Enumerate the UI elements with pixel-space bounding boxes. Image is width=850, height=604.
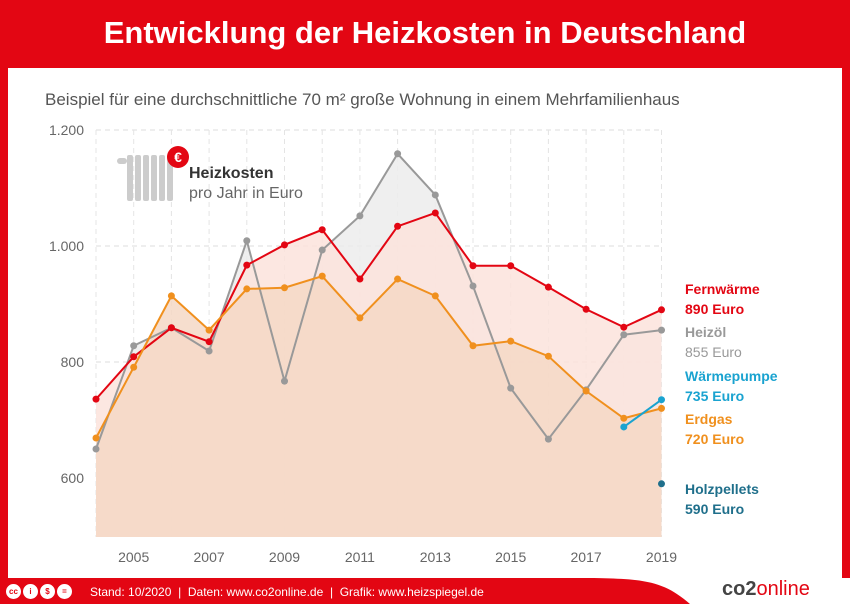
point-Erdgas (620, 414, 628, 422)
point-Heizöl (507, 384, 515, 392)
point-Erdgas (469, 342, 477, 350)
point-Fernwärme (431, 209, 439, 217)
point-Erdgas (281, 284, 288, 292)
point-Heizöl (394, 150, 402, 158)
x-tick-label: 2011 (345, 549, 375, 565)
point-Fernwärme (658, 306, 665, 314)
point-Heizöl (318, 246, 326, 254)
y-tick-label: 800 (61, 354, 85, 370)
label-heizoel: Heizöl 855 Euro (685, 324, 742, 360)
y-tick-label: 1.000 (49, 238, 84, 254)
point-Heizöl (469, 282, 477, 290)
by-icon: i (23, 584, 38, 599)
point-Erdgas (507, 337, 515, 345)
point-Erdgas (130, 363, 138, 371)
label-erdgas: Erdgas 720 Euro (685, 411, 745, 447)
line-Wärmepumpe (623, 398, 663, 428)
y-tick-label: 1.200 (49, 122, 84, 138)
point-Erdgas (658, 404, 665, 412)
line-Fernwärme (95, 211, 662, 400)
page-title: Entwicklung der Heizkosten in Deutschlan… (103, 15, 747, 50)
point-Wärmepumpe (658, 396, 665, 404)
license-icons: cc i $ = (6, 584, 72, 599)
point-Fernwärme (281, 241, 288, 249)
nc-icon: $ (40, 584, 55, 599)
point-Erdgas (394, 275, 402, 283)
x-tick-label: 2007 (194, 549, 225, 565)
point-Fernwärme (130, 353, 138, 361)
line-Heizöl (95, 152, 662, 450)
point-Heizöl (205, 347, 213, 355)
legend-subtitle: pro Jahr in Euro (189, 185, 303, 202)
y-tick-label: 600 (61, 470, 85, 486)
point-Heizöl (620, 331, 628, 339)
point-Fernwärme (469, 262, 477, 270)
point-Erdgas (318, 272, 326, 280)
point-Erdgas (356, 314, 364, 322)
brand-logo: co2online (722, 578, 810, 600)
point-Heizöl (92, 445, 100, 453)
x-tick-label: 2013 (420, 549, 451, 565)
chart-subtitle: Beispiel für eine durchschnittliche 70 m… (45, 90, 680, 109)
point-Heizöl (356, 212, 364, 220)
point-Erdgas (167, 292, 175, 300)
point-Fernwärme (318, 226, 326, 234)
point-Fernwärme (356, 275, 364, 283)
label-holzpellets: Holzpellets 590 Euro (685, 481, 759, 517)
legend-title: Heizkosten (189, 165, 274, 182)
point-Erdgas (92, 434, 100, 442)
cc-icon: cc (6, 584, 21, 599)
point-Fernwärme (394, 222, 402, 230)
x-tick-label: 2015 (495, 549, 526, 565)
x-tick-label: 2005 (118, 549, 149, 565)
point-Fernwärme (243, 261, 251, 269)
point-Fernwärme (544, 283, 552, 291)
footer-text: Stand: 10/2020 | Daten: www.co2online.de… (90, 585, 484, 599)
point-Holzpellets (658, 480, 665, 488)
point-Heizöl (431, 191, 439, 199)
point-Fernwärme (620, 323, 628, 331)
point-Fernwärme (507, 262, 515, 270)
point-Erdgas (205, 326, 213, 334)
x-tick-label: 2017 (571, 549, 602, 565)
point-Erdgas (431, 292, 439, 300)
area-Erdgas (96, 276, 662, 537)
point-Wärmepumpe (620, 423, 628, 431)
point-Fernwärme (167, 324, 175, 332)
x-tick-label: 2009 (269, 549, 300, 565)
point-Heizöl (658, 326, 665, 334)
point-Erdgas (582, 387, 590, 395)
point-Heizöl (544, 435, 552, 443)
line-Erdgas (95, 275, 662, 439)
point-Heizöl (130, 342, 138, 350)
label-waermepumpe: Wärmepumpe 735 Euro (685, 368, 778, 404)
x-tick-label: 2019 (646, 549, 677, 565)
point-Heizöl (281, 377, 288, 385)
point-Fernwärme (92, 395, 100, 403)
svg-text:€: € (174, 149, 182, 165)
nd-icon: = (57, 584, 72, 599)
point-Fernwärme (582, 305, 590, 313)
label-fernwaerme: Fernwärme 890 Euro (685, 281, 760, 317)
point-Fernwärme (205, 338, 213, 346)
point-Erdgas (544, 352, 552, 360)
point-Erdgas (243, 285, 251, 293)
point-Heizöl (243, 237, 251, 245)
